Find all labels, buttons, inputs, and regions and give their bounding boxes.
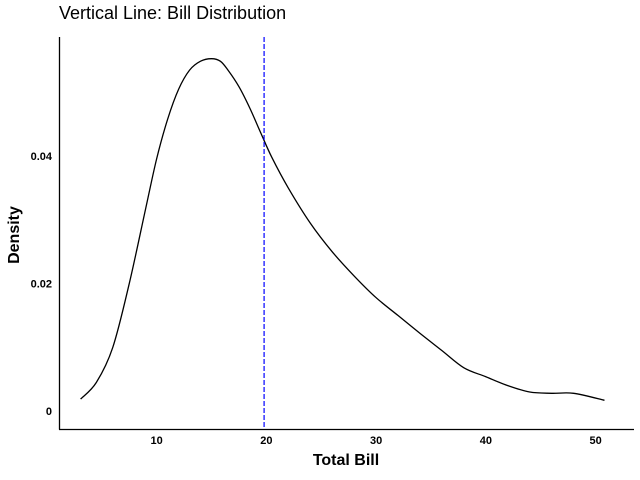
- x-axis-label: Total Bill: [313, 452, 379, 469]
- x-tick-labels: 10 20 30 40 50: [151, 435, 602, 447]
- x-tick-label: 20: [260, 435, 272, 447]
- y-tick-label: 0.02: [31, 279, 52, 291]
- y-tick-label: 0: [46, 406, 52, 418]
- chart-title: Vertical Line: Bill Distribution: [59, 3, 287, 23]
- y-tick-labels: 0 0.02 0.04: [31, 151, 53, 418]
- y-axis-label: Density: [6, 206, 23, 264]
- density-curve: [80, 58, 605, 401]
- x-tick-label: 30: [370, 435, 382, 447]
- x-tick-label: 40: [480, 435, 492, 447]
- x-tick-label: 50: [589, 435, 601, 447]
- x-tick-label: 10: [151, 435, 163, 447]
- y-tick-label: 0.04: [31, 151, 53, 163]
